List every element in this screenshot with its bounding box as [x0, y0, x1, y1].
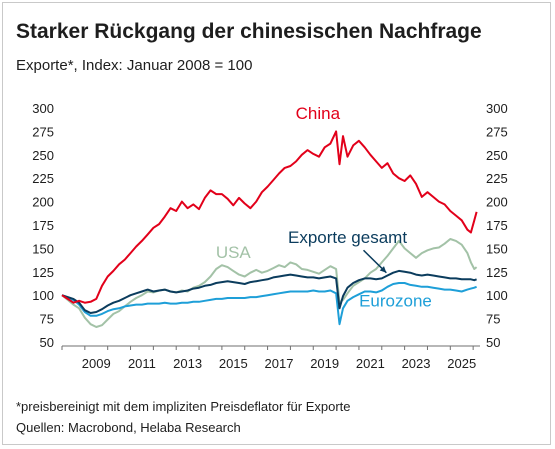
y-tick-label-right: 300	[486, 101, 508, 116]
series-labels: China USA Exporte gesamt Eurozone	[216, 104, 432, 310]
chart-title: Starker Rückgang der chinesischen Nachfr…	[16, 20, 482, 43]
series-label-eurozone: Eurozone	[359, 291, 432, 310]
footnote: *preisbereinigt mit dem impliziten Preis…	[16, 399, 351, 414]
series-label-usa: USA	[216, 243, 252, 262]
y-tick-label-left: 175	[32, 218, 54, 233]
series-line-usa	[61, 238, 478, 328]
series-line-eurozone	[61, 282, 477, 326]
y-tick-label-right: 175	[486, 218, 508, 233]
x-tick-label: 2013	[173, 356, 202, 371]
series-layer	[61, 130, 478, 328]
series-line-exporte-gesamt	[61, 269, 477, 314]
series-label-exporte-gesamt: Exporte gesamt	[288, 228, 407, 247]
x-tick-label: 2015	[219, 356, 248, 371]
y-tick-label-left: 150	[32, 241, 54, 256]
y-tick-label-right: 200	[486, 195, 508, 210]
y-tick-label-left: 275	[32, 124, 54, 139]
y-tick-label-left: 250	[32, 148, 54, 163]
y-tick-label-right: 275	[486, 124, 508, 139]
y-tick-label-left: 200	[32, 195, 54, 210]
y-tick-label-left: 125	[32, 265, 54, 280]
series-label-arrowhead	[379, 266, 387, 273]
y-tick-label-left: 300	[32, 101, 54, 116]
sources: Quellen: Macrobond, Helaba Research	[16, 420, 241, 435]
x-tick-label: 2017	[265, 356, 294, 371]
y-tick-label-right: 225	[486, 171, 508, 186]
y-axis-left: 50 75 100 125 150 175 200 225 250 275 300	[32, 101, 54, 350]
y-tick-label-left: 75	[40, 312, 54, 327]
x-tick-label: 2009	[82, 356, 111, 371]
y-axis-right: 50 75 100 125 150 175 200 225 250 275 300	[486, 101, 508, 350]
x-tick-label: 2011	[128, 356, 156, 371]
x-tick-label: 2021	[356, 356, 385, 371]
x-tick-label: 2019	[310, 356, 339, 371]
y-tick-label-left: 225	[32, 171, 54, 186]
x-tick-label: 2023	[402, 356, 431, 371]
series-label-china: China	[296, 104, 341, 123]
chart-frame	[2, 2, 551, 445]
y-tick-label-left: 100	[32, 288, 54, 303]
y-tick-label-right: 125	[486, 265, 508, 280]
y-tick-label-left: 50	[40, 335, 54, 350]
series-line-china	[61, 130, 478, 304]
chart-subtitle: Exporte*, Index: Januar 2008 = 100	[16, 57, 253, 74]
x-tick-label: 2025	[447, 356, 476, 371]
y-tick-label-right: 100	[486, 288, 508, 303]
y-tick-label-right: 75	[486, 312, 500, 327]
y-tick-label-right: 150	[486, 241, 508, 256]
x-axis: 2009 2011 2013 2015 2017 2019 2021 2023 2025	[61, 345, 480, 371]
y-tick-label-right: 50	[486, 335, 500, 350]
y-tick-label-right: 250	[486, 148, 508, 163]
